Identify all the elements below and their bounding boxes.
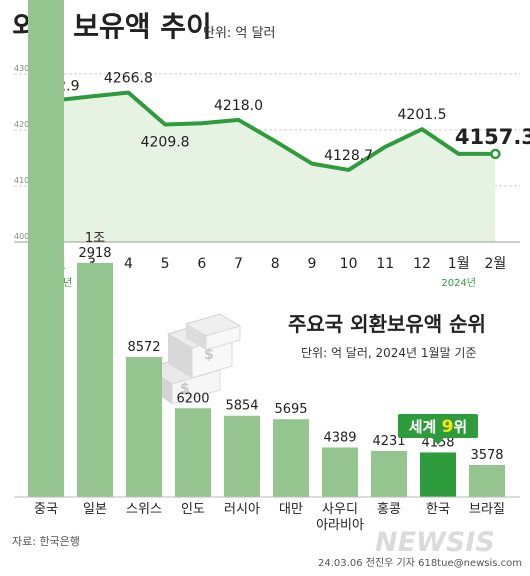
x-tick-label: 4 bbox=[124, 256, 133, 272]
bar-category-label: 한국 bbox=[426, 502, 450, 517]
area-fill bbox=[55, 92, 496, 242]
y-tick-label: 4300 bbox=[14, 64, 34, 73]
credit-label: 24.03.06 전진우 기자 618tue@newsis.com bbox=[318, 557, 522, 569]
x-tick-label: 6 bbox=[197, 256, 206, 272]
x-tick-label: 8 bbox=[271, 256, 280, 272]
bar-value-label: 3578 bbox=[470, 448, 503, 463]
bar-value-label: 4389 bbox=[323, 430, 356, 445]
rank-badge bbox=[398, 414, 478, 438]
x-tick-label: 2월 bbox=[485, 256, 507, 272]
bar bbox=[77, 262, 113, 497]
x-tick-label: 12 bbox=[413, 256, 431, 272]
x-tick-label: 9 bbox=[307, 256, 316, 272]
data-label: 4218.0 bbox=[214, 98, 263, 114]
bar-value-label: 1조 bbox=[85, 231, 105, 246]
x-tick-label: 5 bbox=[161, 256, 170, 272]
bar-chart-unit: 단위: 억 달러, 2024년 1월말 기준 bbox=[301, 346, 477, 360]
rank-badge-text: 세계 9위 bbox=[409, 417, 467, 437]
bar-category-label: 중국 bbox=[34, 502, 58, 517]
bar-category-label: 홍콩 bbox=[377, 502, 401, 517]
bar-category-label: 일본 bbox=[83, 502, 107, 517]
x-tick-label: 7 bbox=[234, 256, 243, 272]
bar-value-label: 2918 bbox=[78, 246, 111, 261]
bar bbox=[126, 356, 162, 497]
bar-category-label: 러시아 bbox=[224, 502, 260, 517]
y-tick-label: 4000 bbox=[14, 232, 34, 241]
svg-text:$: $ bbox=[180, 381, 190, 397]
bar bbox=[28, 0, 64, 497]
data-label: 4157.3 bbox=[455, 125, 530, 149]
data-label: 4209.8 bbox=[141, 135, 190, 151]
x-tick-label: 11 bbox=[376, 256, 394, 272]
bar bbox=[322, 447, 358, 497]
data-label: 4128.7 bbox=[324, 148, 373, 164]
bar bbox=[273, 419, 309, 497]
bar bbox=[371, 450, 407, 497]
source-label: 자료: 한국은행 bbox=[12, 535, 80, 548]
bar-value-label: 5695 bbox=[274, 402, 307, 417]
bar-value-label: 5854 bbox=[225, 399, 258, 414]
svg-text:$: $ bbox=[204, 347, 214, 363]
bar-value-label: 4231 bbox=[372, 434, 405, 449]
year-label: 2024년 bbox=[441, 277, 476, 289]
bar-category-label: 아라비아 bbox=[316, 518, 364, 533]
series-line bbox=[53, 90, 498, 172]
y-tick-label: 4100 bbox=[14, 176, 34, 185]
bar-value-label: 8572 bbox=[127, 340, 160, 355]
bar-category-label: 대만 bbox=[279, 502, 303, 517]
unit-label: 단위: 억 달러 bbox=[203, 26, 275, 41]
y-tick-label: 4200 bbox=[14, 120, 34, 129]
x-tick-label: 10 bbox=[340, 256, 358, 272]
data-label: 4201.5 bbox=[398, 107, 447, 123]
bar bbox=[469, 465, 505, 497]
bar bbox=[224, 415, 260, 497]
data-label: 4266.8 bbox=[104, 71, 153, 87]
bar-chart-title: 주요국 외환보유액 순위 bbox=[288, 312, 486, 336]
bar bbox=[175, 408, 211, 497]
bar-chart: 3조2193중국1조2918일본8572스위스6200인도5854러시아5695… bbox=[14, 0, 520, 533]
bar-category-label: 사우디 bbox=[322, 502, 358, 517]
bar bbox=[420, 452, 456, 497]
bar-category-label: 브라질 bbox=[469, 502, 505, 517]
bar-value-label: 6200 bbox=[176, 391, 209, 406]
x-tick-label: 1월 bbox=[448, 256, 470, 272]
bar-category-label: 스위스 bbox=[126, 502, 162, 517]
newsis-logo: NEWSIS bbox=[375, 527, 495, 558]
rank-badge-pointer bbox=[432, 438, 444, 445]
last-point-marker bbox=[490, 148, 501, 160]
bar-category-label: 인도 bbox=[181, 502, 205, 517]
